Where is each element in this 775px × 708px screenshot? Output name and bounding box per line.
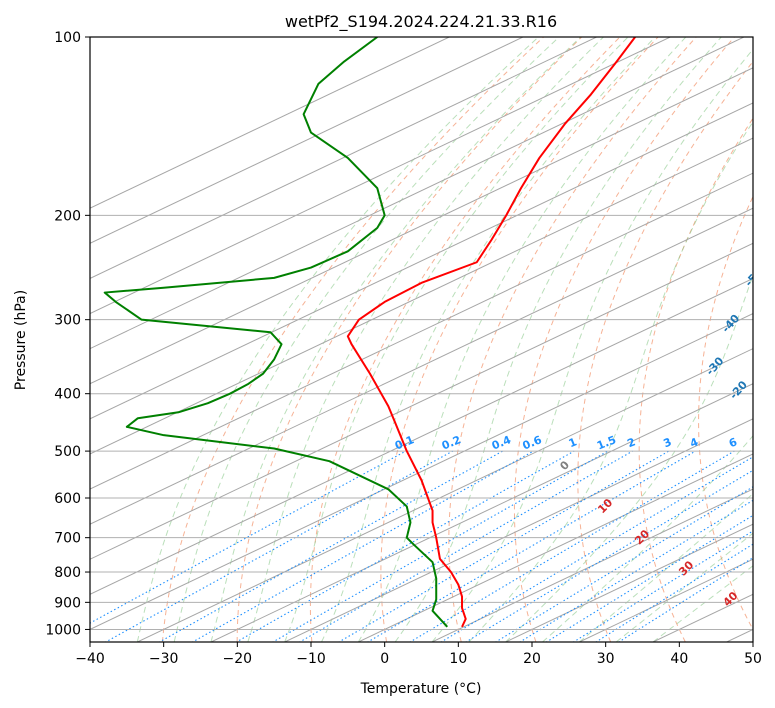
- isotherm-line: [90, 37, 451, 209]
- sounding-series: [103, 37, 636, 628]
- isotherm-line: [283, 418, 753, 642]
- isotherm-line: [357, 453, 753, 642]
- mixing-ratio-line: [104, 450, 453, 642]
- isotherm-line: [209, 383, 753, 642]
- y-tick-label: 800: [54, 565, 81, 581]
- mixing-ratio-line: [572, 530, 753, 642]
- x-tick-label: 20: [523, 651, 541, 667]
- moist-adiabat-line: [173, 37, 560, 642]
- dry-adiabat-line: [448, 37, 697, 642]
- x-axis: −40 −30 −20 −10 0 10 20 30 40 50: [75, 642, 762, 667]
- isotherm-line: [136, 348, 753, 642]
- isotherm-line: [90, 37, 598, 279]
- moist-adiabat-line: [394, 37, 722, 642]
- y-tick-label: 200: [54, 208, 81, 224]
- dry-adiabat-line: [698, 195, 753, 631]
- chart-title: wetPf2_S194.2024.224.21.33.R16: [285, 12, 557, 32]
- y-tick-label: 1000: [45, 622, 81, 638]
- background-lines: [90, 37, 753, 642]
- isotherm-line: [90, 67, 753, 385]
- temperature-profile-line: [346, 37, 636, 628]
- isotherm-line: [90, 277, 753, 595]
- mixing-ratio-line: [90, 450, 407, 624]
- moist-adiabat-line: [247, 37, 604, 642]
- moist-adiabat-line: [505, 273, 753, 642]
- mixing-ratio-line: [617, 557, 753, 642]
- mixing-ratio-label: 1: [567, 435, 579, 450]
- mixing-ratio-line: [518, 499, 753, 642]
- mixing-ratio-line: [366, 450, 696, 642]
- isotherm-line: [90, 172, 753, 490]
- plot-frame: [89, 36, 754, 643]
- isotherm-line: [90, 137, 753, 455]
- isotherm-line: [90, 102, 753, 420]
- mixing-ratio-label: 3: [662, 435, 674, 450]
- dry-adiabat-line: [380, 37, 659, 642]
- y-tick-label: 700: [54, 531, 81, 547]
- moist-adiabat-line: [431, 48, 753, 642]
- moist-adiabat-line: [321, 37, 656, 642]
- x-tick-label: 30: [597, 651, 615, 667]
- isotherm-line: [90, 207, 753, 525]
- moist-adiabat-line: [542, 434, 753, 642]
- x-tick-label: 50: [744, 651, 762, 667]
- moist-adiabat-line: [210, 37, 581, 642]
- mixing-ratio-line: [494, 486, 753, 642]
- dry-adiabat-line: [577, 60, 753, 642]
- dry-adiabat-line: [161, 37, 545, 642]
- mixing-ratio-line: [440, 456, 753, 642]
- x-tick-label: −30: [149, 651, 179, 667]
- y-tick-label: 500: [54, 444, 81, 460]
- x-tick-label: −10: [296, 651, 326, 667]
- y-tick-label: 600: [54, 491, 81, 507]
- moist-adiabat-line: [136, 37, 539, 642]
- pressure-gridlines: [90, 37, 753, 630]
- x-tick-label: 10: [449, 651, 467, 667]
- y-axis: 1000 900 800 700 600 500 400 300 200 100: [45, 30, 90, 638]
- mixing-ratio-label: 2: [625, 435, 637, 450]
- x-tick-label: −20: [223, 651, 253, 667]
- mixing-ratio-line: [158, 450, 503, 642]
- mixing-ratio-lines: [90, 450, 753, 642]
- dry-adiabat-line: [236, 37, 583, 642]
- dry-adiabat-line: [513, 37, 736, 642]
- x-tick-label: −40: [75, 651, 105, 667]
- isotherm-line: [430, 488, 753, 642]
- moist-adiabats: [136, 37, 753, 642]
- y-tick-label: 400: [54, 387, 81, 403]
- x-tick-label: 0: [380, 651, 389, 667]
- dry-adiabats: [161, 37, 753, 642]
- mixing-ratio-line: [594, 543, 753, 642]
- isotherm-line: [90, 37, 525, 244]
- moist-adiabat-line: [579, 492, 753, 642]
- mixing-ratio-line: [337, 450, 670, 642]
- isotherm-line: [90, 242, 753, 560]
- x-tick-label: 40: [670, 651, 688, 667]
- dry-adiabat-line: [309, 37, 621, 642]
- isotherm-label: -50: [742, 266, 765, 290]
- x-axis-title: Temperature (°C): [360, 681, 482, 697]
- y-tick-label: 300: [54, 313, 81, 329]
- mixing-ratio-line: [545, 514, 753, 642]
- isotherm-line: [90, 37, 746, 350]
- isotherm-lines: [90, 37, 753, 642]
- isotherm-line: [504, 523, 753, 642]
- isotherm-line: [90, 312, 753, 630]
- y-tick-label: 900: [54, 595, 81, 611]
- dewpoint-profile-line: [103, 37, 449, 628]
- mixing-ratio-line: [191, 450, 534, 642]
- y-axis-title: Pressure (hPa): [13, 290, 29, 390]
- y-tick-label: 100: [54, 30, 81, 46]
- mixing-ratio-line: [464, 469, 753, 642]
- isotherm-line: [90, 37, 672, 315]
- mixing-ratio-line: [271, 450, 609, 642]
